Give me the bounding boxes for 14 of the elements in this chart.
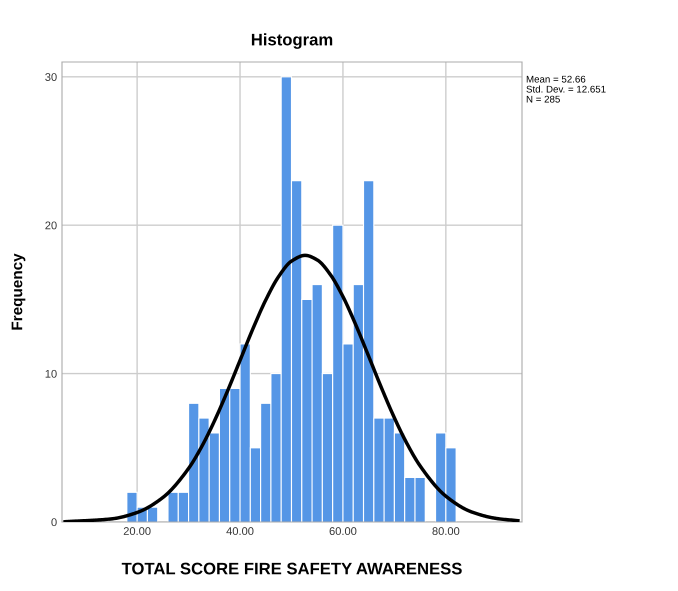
y-tick-label: 0 (51, 518, 57, 526)
text: Std. Dev. = 12.651 (526, 85, 606, 93)
x-tick-label: 60.00 (330, 527, 356, 536)
text: N = 285 (526, 96, 560, 103)
y-tick-label: 20 (45, 221, 57, 230)
x-axis-title: TOTAL SCORE FIRE SAFETY AWARENESS (122, 562, 462, 574)
y-tick-label: 30 (45, 73, 57, 81)
y-tick-label: 10 (46, 370, 57, 378)
x-tick-label: 40.00 (226, 527, 254, 536)
x-tick-label: 80.00 (432, 527, 460, 536)
text: Mean = 52.66 (526, 76, 586, 83)
x-tick-label: 20.00 (124, 527, 151, 536)
chart-title: Histogram (252, 33, 332, 49)
y-axis-title: Frequency (12, 253, 26, 330)
